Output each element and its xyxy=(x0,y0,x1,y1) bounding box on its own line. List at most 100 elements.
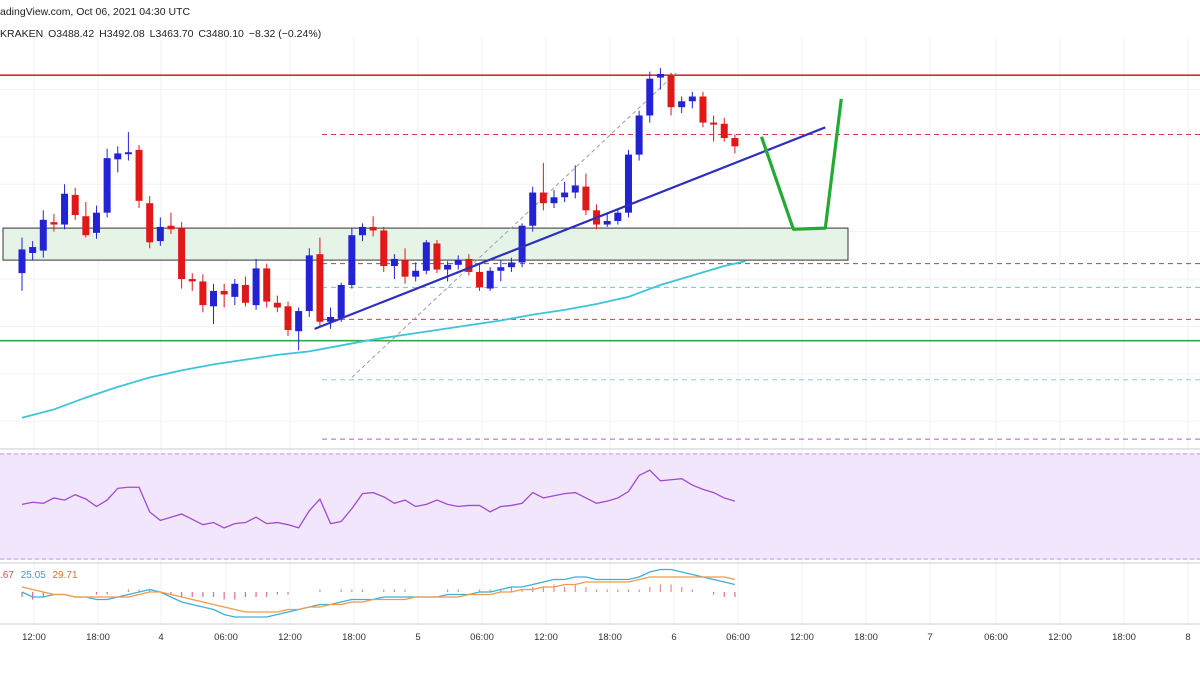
indicator-value-2: 25.05 xyxy=(20,570,46,581)
candle-body xyxy=(295,311,303,332)
candle-body xyxy=(571,185,579,193)
chart-title: adingView.com, Oct 06, 2021 04:30 UTC xyxy=(0,6,192,18)
candle-body xyxy=(220,290,228,295)
ohlc-low: L3463.70 xyxy=(149,28,194,40)
candle-body xyxy=(369,226,377,231)
candle-body xyxy=(135,149,143,201)
x-tick-label: 12:00 xyxy=(1048,632,1072,643)
header-line1: adingView.com, Oct 06, 2021 04:30 UTC xyxy=(0,6,191,18)
x-tick-label: 12:00 xyxy=(278,632,302,643)
candle-body xyxy=(688,96,696,102)
candle-body xyxy=(18,249,26,274)
indicator-legend: .67 25.05 29.71 xyxy=(0,570,78,581)
candle-body xyxy=(188,279,196,282)
candle-body xyxy=(582,186,590,211)
candle-body xyxy=(401,260,409,277)
x-tick-label: 06:00 xyxy=(470,632,494,643)
candle-body xyxy=(71,194,79,216)
candle-body xyxy=(454,260,462,265)
x-tick-label: 06:00 xyxy=(984,632,1008,643)
candle-body xyxy=(518,225,526,263)
candle-body xyxy=(731,138,739,147)
candle-body xyxy=(273,302,281,308)
moving-average-line xyxy=(21,260,746,419)
candle-body xyxy=(82,216,90,236)
candle-body xyxy=(210,290,218,307)
candle-body xyxy=(92,212,100,233)
candle-body xyxy=(348,235,356,285)
x-tick-label: 12:00 xyxy=(22,632,46,643)
x-tick-label: 18:00 xyxy=(86,632,110,643)
x-tick-label: 18:00 xyxy=(854,632,878,643)
candle-body xyxy=(678,101,686,108)
x-tick-label: 18:00 xyxy=(342,632,366,643)
x-tick-label: 8 xyxy=(1185,632,1190,643)
candle-body xyxy=(231,283,239,297)
candle-body xyxy=(720,123,728,139)
candle-body xyxy=(316,254,324,322)
candle-body xyxy=(61,193,69,225)
candle-body xyxy=(167,225,175,230)
indicator-value-1: .67 xyxy=(0,570,14,581)
candle-body xyxy=(561,192,569,198)
candle-body xyxy=(646,78,654,116)
candle-body xyxy=(603,220,611,225)
x-tick-label: 4 xyxy=(158,632,163,643)
x-tick-label: 06:00 xyxy=(726,632,750,643)
x-tick-label: 18:00 xyxy=(598,632,622,643)
candle-body xyxy=(114,153,122,160)
ohlc-open: O3488.42 xyxy=(48,28,95,40)
x-tick-label: 6 xyxy=(671,632,676,643)
candle-body xyxy=(486,270,494,289)
candle-body xyxy=(178,228,186,280)
candle-body xyxy=(635,115,643,155)
candle-body xyxy=(422,242,430,271)
candle-body xyxy=(624,154,632,213)
candle-body xyxy=(507,262,515,268)
rsi-line xyxy=(21,469,736,529)
x-tick-label: 18:00 xyxy=(1112,632,1136,643)
x-tick-label: 5 xyxy=(415,632,420,643)
trend-line xyxy=(314,126,826,330)
ohlc-legend: KRAKEN O3488.42 H3492.08 L3463.70 C3480.… xyxy=(0,28,323,40)
candle-body xyxy=(146,203,154,243)
indicator-value-3: 29.71 xyxy=(52,570,78,581)
candle-body xyxy=(284,306,292,331)
candle-body xyxy=(50,222,58,225)
candle-body xyxy=(156,226,164,242)
x-tick-label: 06:00 xyxy=(214,632,238,643)
candle-body xyxy=(412,270,420,277)
candle-body xyxy=(358,226,366,236)
candle-body xyxy=(710,122,718,125)
candle-body xyxy=(199,281,207,306)
candle-body xyxy=(390,258,398,267)
x-tick-label: 7 xyxy=(927,632,932,643)
ohlc-high: H3492.08 xyxy=(99,28,145,40)
candle-body xyxy=(497,267,505,271)
candle-body xyxy=(433,243,441,270)
candle-body xyxy=(103,158,111,213)
candle-body xyxy=(305,255,313,312)
x-tick-label: 12:00 xyxy=(534,632,558,643)
candle-body xyxy=(252,268,260,306)
ohlc-change: −8.32 (−0.24%) xyxy=(248,28,322,40)
x-tick-label: 12:00 xyxy=(790,632,814,643)
candle-body xyxy=(539,192,547,204)
candle-body xyxy=(465,258,473,272)
candle-body xyxy=(380,230,388,267)
candle-body xyxy=(29,247,37,253)
candle-body xyxy=(476,271,484,288)
macd-series-line-1 xyxy=(21,576,736,613)
candle-body xyxy=(327,316,335,322)
candle-body xyxy=(667,75,675,108)
exchange-label: KRAKEN xyxy=(0,28,44,40)
rsi-background xyxy=(0,453,1200,560)
candle-body xyxy=(550,197,558,204)
candle-body xyxy=(263,268,271,302)
candle-body xyxy=(39,219,47,251)
macd-series-line-0 xyxy=(21,568,736,618)
projection-path xyxy=(759,98,843,231)
candle-body xyxy=(614,212,622,221)
